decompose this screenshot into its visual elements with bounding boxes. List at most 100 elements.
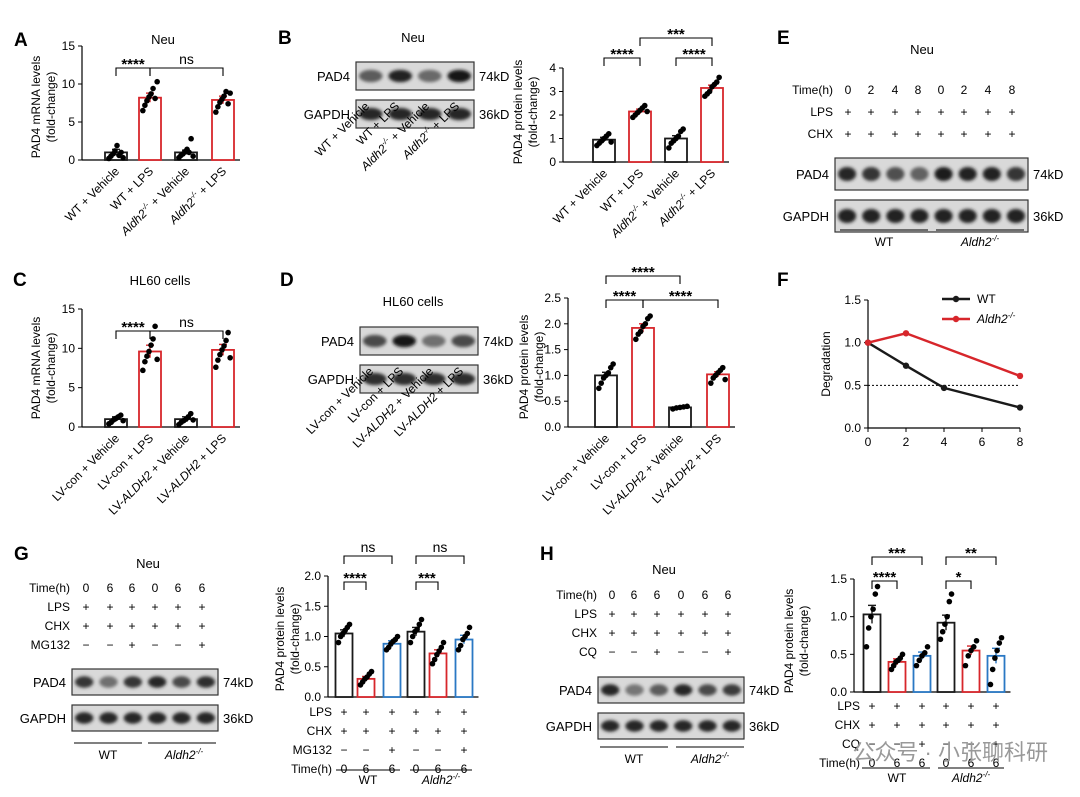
data-point-G-4 <box>438 644 445 651</box>
blot-band-G-gapdh <box>172 712 191 724</box>
data-point-C-3 <box>223 337 229 344</box>
panel-B-title: Neu <box>401 30 425 45</box>
significance-label-B: **** <box>610 46 634 63</box>
treatment-table-G-cell: 6 <box>199 581 206 595</box>
blot-label-H-gapdh: GAPDH <box>546 719 592 734</box>
data-point-H-0 <box>870 606 876 612</box>
chart-table-G-cell: − <box>362 743 369 757</box>
blot-kd-H-gapdh: 36kD <box>749 719 779 734</box>
data-point-B-2 <box>675 133 682 139</box>
blot-strip-H-gapdh <box>597 712 745 740</box>
treatment-table-G-cell: + <box>82 619 89 633</box>
bar-H-4 <box>961 649 981 693</box>
data-point-C-3 <box>215 357 221 363</box>
chart-table-G-cell: 6 <box>435 762 442 776</box>
data-point-C-0 <box>117 412 124 419</box>
blot-band-B-pad4 <box>418 69 442 83</box>
chart-table-G-cell: + <box>460 705 467 719</box>
blot-band-D-pad4 <box>451 334 475 348</box>
condition-label-C-3: LV-ALDH2 + LPS <box>154 431 229 506</box>
treatment-table-H-row-label: Time(h) <box>556 588 597 602</box>
blot-band-D-gapdh <box>451 372 475 386</box>
blot-band-G-pad4 <box>75 676 94 688</box>
y-tick-label-D: 1.5 <box>544 343 561 357</box>
treatment-table-E-row-label: Time(h) <box>792 83 833 97</box>
blot-band-D-gapdh <box>363 372 387 386</box>
blot-band-E-gapdh <box>886 208 905 224</box>
blot-kd-G-pad4: 74kD <box>223 675 253 690</box>
data-point-H-1 <box>899 651 906 658</box>
data-point-A-0 <box>120 154 126 161</box>
treatment-table-E-cell: 0 <box>938 83 945 97</box>
blot-band-E-gapdh <box>982 208 1001 224</box>
group-label-wt-G: WT <box>99 748 118 762</box>
treatment-table-E-cell: + <box>937 105 944 119</box>
significance-bracket-B <box>639 37 713 46</box>
blot-label-D-pad4: PAD4 <box>321 334 354 349</box>
significance-label-B: **** <box>682 46 706 63</box>
chart-table-H-cell: 0 <box>943 756 950 770</box>
blot-label-G-gapdh: GAPDH <box>20 711 66 726</box>
blot-strip-G-gapdh <box>71 704 219 732</box>
data-point-H-0 <box>868 613 874 620</box>
data-point-B-3 <box>713 79 720 85</box>
blot-band-B-pad4 <box>447 69 471 83</box>
data-point-A-0 <box>114 142 120 149</box>
data-point-H-5 <box>992 655 998 661</box>
group-label-wt-Hc: WT <box>888 771 907 785</box>
data-point-C-1 <box>146 348 152 355</box>
x-tick-label-F: 8 <box>1017 435 1024 449</box>
chart-table-H-cell: + <box>918 699 925 713</box>
data-point-B-2 <box>666 145 672 151</box>
y-tick-label-C: 10 <box>62 341 76 355</box>
blot-strip-H-pad4 <box>597 676 745 704</box>
panel-label-C: C <box>13 270 27 291</box>
data-point-A-2 <box>190 153 196 159</box>
blot-label-H-pad4: PAD4 <box>559 683 592 698</box>
blot-band-H-gapdh <box>674 720 693 732</box>
treatment-table-G-row-label: MG132 <box>31 638 71 652</box>
treatment-table-E-cell: 4 <box>892 83 899 97</box>
blot-band-E-pad4 <box>934 166 953 182</box>
panel-D-ylabel-1: PAD4 protein levels <box>517 315 531 420</box>
data-point-H-5 <box>998 634 1005 641</box>
data-point-H-2 <box>913 662 920 669</box>
blot-band-G-gapdh <box>99 712 118 724</box>
data-point-C-2 <box>190 417 196 423</box>
chart-table-H-cell: + <box>918 718 925 732</box>
blot-band-B-pad4 <box>359 69 383 83</box>
treatment-table-H-cell: − <box>677 645 684 659</box>
significance-label-H: * <box>956 569 962 586</box>
blot-band-D-gapdh <box>392 372 416 386</box>
condition-label-B-0: WT + Vehicle <box>550 166 610 226</box>
blot-label-B-gapdh: GAPDH <box>304 107 350 122</box>
panel-B-ylabel-1: PAD4 protein levels <box>511 60 525 165</box>
treatment-table-H-row-label: CQ <box>579 645 597 659</box>
data-point-H-3 <box>942 621 948 627</box>
treatment-table-G-cell: + <box>106 619 113 633</box>
treatment-table-E-cell: 8 <box>915 83 922 97</box>
chart-table-H-cell: 6 <box>894 756 901 770</box>
y-tick-label-B: 2 <box>549 108 556 122</box>
blot-band-E-gapdh <box>910 208 929 224</box>
data-point-B-3 <box>716 74 722 81</box>
data-point-H-0 <box>863 644 870 650</box>
legend-label-1: Aldh2-/- <box>976 311 1016 326</box>
blot-band-H-gapdh <box>649 720 668 732</box>
treatment-table-E-row-label: LPS <box>810 105 833 119</box>
data-point-C-1 <box>144 353 150 360</box>
significance-label-A: ns <box>179 51 194 67</box>
treatment-table-G-row-label: LPS <box>47 600 70 614</box>
bar-H-2 <box>912 654 932 693</box>
data-point-A-1 <box>150 85 156 92</box>
bar-H-0 <box>862 613 882 693</box>
data-point-D-0 <box>610 361 616 367</box>
treatment-table-H-cell: + <box>701 626 708 640</box>
blot-band-H-gapdh <box>722 720 741 732</box>
bar-chart-D: 0.0 0.5 1.0 1.5 2.0 2.5 **** **** **** <box>544 264 735 434</box>
chart-table-H-cell: − <box>942 737 949 751</box>
bar-chart-G: 0.0 0.5 1.0 1.5 2.0 **** ns *** ns <box>304 539 479 704</box>
watermark-text: 公众号 · 小张聊科研 <box>852 740 1048 765</box>
chart-table-H-cell: 6 <box>968 756 975 770</box>
treatment-table-G-cell: 0 <box>152 581 159 595</box>
